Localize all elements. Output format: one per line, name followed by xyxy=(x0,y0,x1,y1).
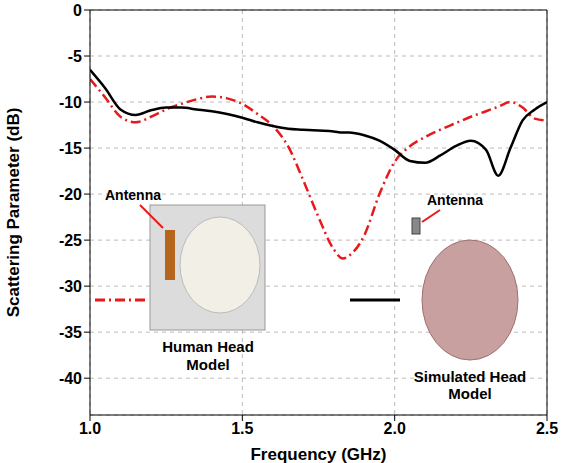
svg-text:1.5: 1.5 xyxy=(231,420,253,437)
svg-text:Antenna: Antenna xyxy=(427,192,483,208)
svg-text:Model: Model xyxy=(448,385,491,402)
svg-text:-15: -15 xyxy=(59,140,82,157)
svg-text:Antenna: Antenna xyxy=(105,187,161,203)
svg-text:1.0: 1.0 xyxy=(79,420,101,437)
svg-text:-30: -30 xyxy=(59,278,82,295)
svg-text:Model: Model xyxy=(186,356,229,373)
svg-text:Simulated Head: Simulated Head xyxy=(414,368,527,385)
svg-text:0: 0 xyxy=(73,2,82,19)
svg-text:2.0: 2.0 xyxy=(384,420,406,437)
svg-text:-10: -10 xyxy=(59,94,82,111)
svg-text:-35: -35 xyxy=(59,324,82,341)
svg-text:Human Head: Human Head xyxy=(162,338,254,355)
svg-text:Scattering Parameter (dB): Scattering Parameter (dB) xyxy=(4,108,23,318)
svg-text:-25: -25 xyxy=(59,232,82,249)
svg-text:-40: -40 xyxy=(59,370,82,387)
svg-text:-5: -5 xyxy=(68,48,82,65)
svg-text:Frequency (GHz): Frequency (GHz) xyxy=(250,445,386,463)
svg-text:-20: -20 xyxy=(59,186,82,203)
svg-text:2.5: 2.5 xyxy=(536,420,558,437)
